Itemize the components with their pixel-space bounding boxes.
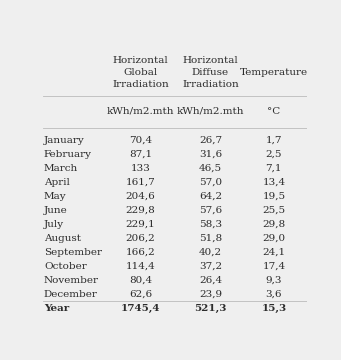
Text: May: May: [44, 192, 66, 201]
Text: 161,7: 161,7: [125, 178, 155, 187]
Text: Horizontal
Diffuse
Irradiation: Horizontal Diffuse Irradiation: [182, 56, 239, 89]
Text: 26,4: 26,4: [199, 276, 222, 285]
Text: 29,0: 29,0: [262, 234, 285, 243]
Text: 46,5: 46,5: [199, 164, 222, 173]
Text: Temperature: Temperature: [240, 68, 308, 77]
Text: 204,6: 204,6: [125, 192, 155, 201]
Text: 26,7: 26,7: [199, 136, 222, 145]
Text: February: February: [44, 150, 92, 159]
Text: 19,5: 19,5: [262, 192, 285, 201]
Text: 1745,4: 1745,4: [121, 304, 160, 313]
Text: Horizontal
Global
Irradiation: Horizontal Global Irradiation: [112, 56, 169, 89]
Text: June: June: [44, 206, 68, 215]
Text: 229,8: 229,8: [125, 206, 155, 215]
Text: January: January: [44, 136, 85, 145]
Text: 87,1: 87,1: [129, 150, 152, 159]
Text: 206,2: 206,2: [125, 234, 155, 243]
Text: 57,6: 57,6: [199, 206, 222, 215]
Text: 166,2: 166,2: [125, 248, 155, 257]
Text: 114,4: 114,4: [125, 262, 155, 271]
Text: 2,5: 2,5: [266, 150, 282, 159]
Text: September: September: [44, 248, 102, 257]
Text: March: March: [44, 164, 78, 173]
Text: 25,5: 25,5: [262, 206, 285, 215]
Text: 51,8: 51,8: [199, 234, 222, 243]
Text: 57,0: 57,0: [199, 178, 222, 187]
Text: 62,6: 62,6: [129, 290, 152, 299]
Text: 31,6: 31,6: [199, 150, 222, 159]
Text: April: April: [44, 178, 70, 187]
Text: August: August: [44, 234, 81, 243]
Text: November: November: [44, 276, 99, 285]
Text: 7,1: 7,1: [266, 164, 282, 173]
Text: 9,3: 9,3: [266, 276, 282, 285]
Text: 40,2: 40,2: [199, 248, 222, 257]
Text: 29,8: 29,8: [262, 220, 285, 229]
Text: 15,3: 15,3: [261, 304, 286, 313]
Text: 64,2: 64,2: [199, 192, 222, 201]
Text: 229,1: 229,1: [125, 220, 155, 229]
Text: 3,6: 3,6: [266, 290, 282, 299]
Text: 80,4: 80,4: [129, 276, 152, 285]
Text: kWh/m2.mth: kWh/m2.mth: [177, 107, 244, 116]
Text: December: December: [44, 290, 98, 299]
Text: 58,3: 58,3: [199, 220, 222, 229]
Text: Year: Year: [44, 304, 69, 313]
Text: 70,4: 70,4: [129, 136, 152, 145]
Text: kWh/m2.mth: kWh/m2.mth: [107, 107, 174, 116]
Text: July: July: [44, 220, 64, 229]
Text: 24,1: 24,1: [262, 248, 285, 257]
Text: 1,7: 1,7: [266, 136, 282, 145]
Text: 23,9: 23,9: [199, 290, 222, 299]
Text: °C: °C: [267, 107, 281, 116]
Text: 133: 133: [131, 164, 150, 173]
Text: 37,2: 37,2: [199, 262, 222, 271]
Text: 17,4: 17,4: [262, 262, 285, 271]
Text: October: October: [44, 262, 87, 271]
Text: 521,3: 521,3: [194, 304, 227, 313]
Text: 13,4: 13,4: [262, 178, 285, 187]
